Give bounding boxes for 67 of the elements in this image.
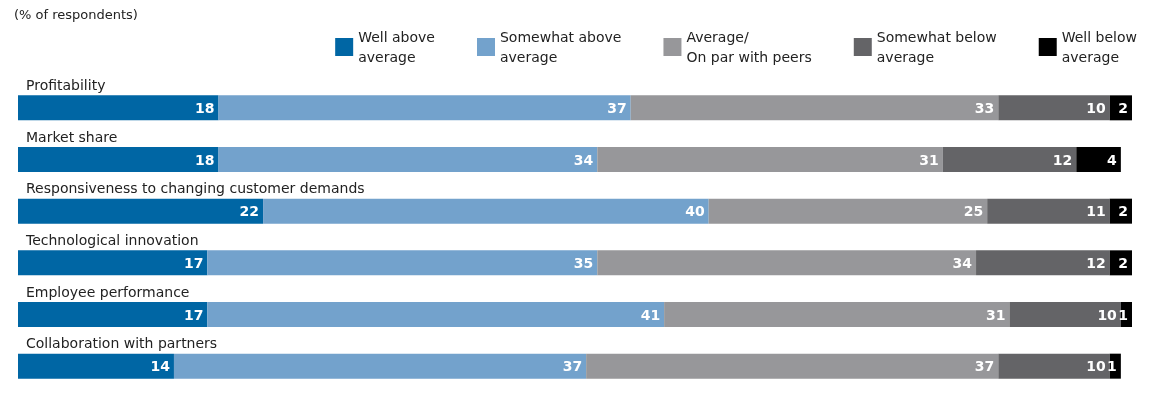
y-tick-label: Employee performance xyxy=(26,283,190,300)
bar xyxy=(664,302,1010,327)
bar xyxy=(998,95,1110,121)
data-label: 41 xyxy=(640,306,661,323)
bar xyxy=(942,147,1077,172)
data-label: 17 xyxy=(183,254,204,271)
data-label: 33 xyxy=(974,99,995,116)
legend-label: Well below average xyxy=(1061,29,1138,65)
data-label: 10 xyxy=(1097,306,1118,323)
data-label: 37 xyxy=(562,358,583,375)
legend-label: Average/ On par with peers xyxy=(686,29,812,65)
data-label: 1 xyxy=(1107,358,1117,375)
y-tick-label: Market share xyxy=(26,128,118,145)
y-tick-label: Collaboration with partners xyxy=(26,335,218,352)
data-label: 22 xyxy=(239,203,260,220)
data-label: 1 xyxy=(1118,306,1128,323)
data-label: 11 xyxy=(1086,203,1106,220)
data-label: 10 xyxy=(1086,99,1106,116)
bar xyxy=(18,353,174,379)
y-tick-label: Profitability xyxy=(26,76,106,93)
data-label: 35 xyxy=(573,254,594,271)
bar xyxy=(708,198,988,224)
data-label: 12 xyxy=(1052,151,1073,168)
bar xyxy=(173,353,587,379)
chart-subtitle: (% of respondents) xyxy=(14,7,138,22)
legend-label: Somewhat above average xyxy=(499,29,622,65)
bar xyxy=(18,198,264,224)
bar xyxy=(630,95,999,121)
data-label: 14 xyxy=(150,358,171,375)
data-label: 25 xyxy=(963,203,984,220)
data-label: 31 xyxy=(985,306,1006,323)
data-label: 12 xyxy=(1086,254,1106,271)
bar xyxy=(586,353,999,379)
legend-label: Somewhat below average xyxy=(876,29,997,65)
data-label: 31 xyxy=(919,151,939,168)
bar xyxy=(218,147,598,172)
data-label: 17 xyxy=(183,306,204,323)
bar xyxy=(18,95,219,121)
y-tick-label: Responsiveness to changing customer demands xyxy=(26,180,365,197)
bar xyxy=(18,147,219,172)
bar xyxy=(998,353,1110,379)
data-label: 18 xyxy=(195,99,215,116)
bar xyxy=(18,250,208,276)
bar xyxy=(1076,147,1121,172)
bar xyxy=(207,302,665,327)
bar xyxy=(1009,302,1121,327)
data-label: 10 xyxy=(1086,358,1106,375)
data-label: 2 xyxy=(1118,254,1128,271)
data-label: 37 xyxy=(607,99,627,116)
legend-label: Well above average xyxy=(358,29,435,65)
bar xyxy=(18,302,208,327)
bar xyxy=(976,250,1110,276)
data-label: 37 xyxy=(974,358,995,375)
bar xyxy=(218,95,631,121)
bar xyxy=(597,250,977,276)
data-label: 2 xyxy=(1118,99,1128,116)
bar xyxy=(207,250,598,276)
y-tick-label: Technological innovation xyxy=(25,231,199,248)
data-label: 40 xyxy=(685,203,705,220)
data-label: 18 xyxy=(195,151,215,168)
bar xyxy=(597,147,943,172)
bar xyxy=(987,198,1110,224)
data-label: 34 xyxy=(952,254,973,271)
bar xyxy=(263,198,709,224)
data-label: 4 xyxy=(1107,151,1118,168)
data-label: 34 xyxy=(573,151,594,168)
data-label: 2 xyxy=(1118,203,1128,220)
